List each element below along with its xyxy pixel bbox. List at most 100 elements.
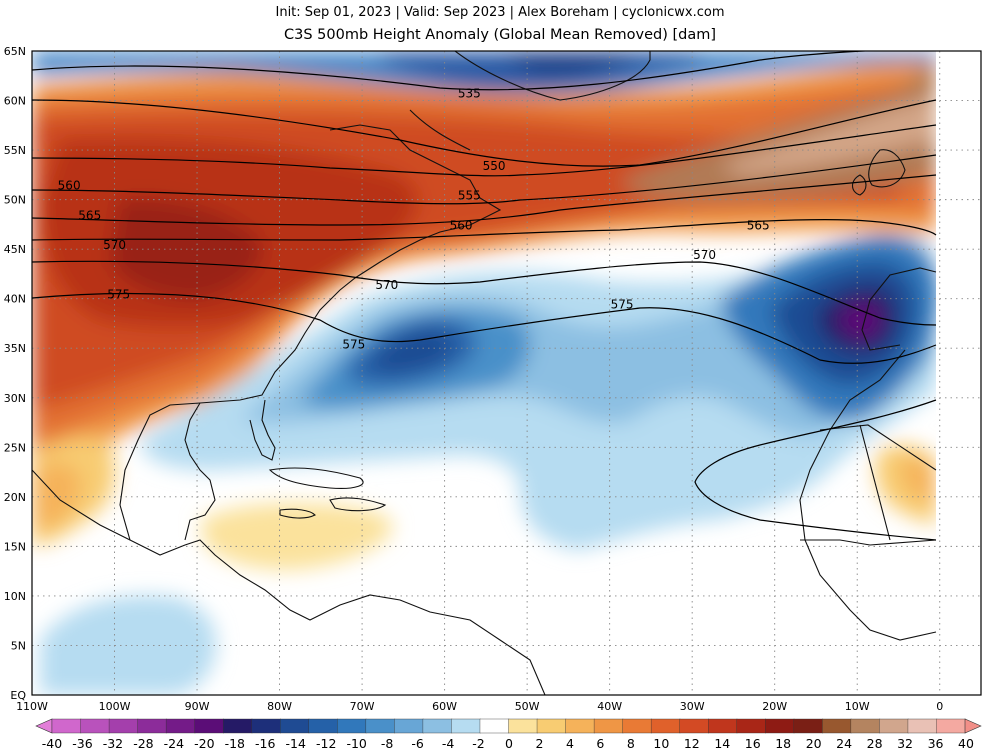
colorbar-arrow-high	[964, 718, 982, 734]
colorbar-swatch	[765, 718, 795, 734]
longitude-label: 50W	[515, 700, 540, 713]
colorbar-label: 6	[596, 736, 604, 751]
latitude-label: 20N	[4, 491, 26, 504]
colorbar-label: -2	[472, 736, 484, 751]
latitude-label: 55N	[4, 144, 26, 157]
colorbar: -40 -36 -32 -28 -24 -20 -18 -16 -14 -12 -10 -8 -6 -4-…	[35, 718, 982, 751]
contour-label: 575	[107, 288, 130, 302]
colorbar-swatch	[51, 718, 82, 734]
colorbar-swatch	[251, 718, 281, 734]
colorbar-swatch	[708, 718, 738, 734]
latitude-label: 30N	[4, 392, 26, 405]
colorbar-label: -18	[225, 736, 245, 751]
contour-label: 570	[693, 248, 716, 262]
colorbar-label: -4	[442, 736, 455, 751]
latitude-label: 50N	[4, 194, 26, 207]
colorbar-swatch	[593, 718, 624, 734]
colorbar-swatch	[165, 718, 196, 734]
latitude-label: EQ	[10, 689, 26, 702]
contour-label: 565	[78, 208, 101, 222]
colorbar-label: 2	[535, 736, 543, 751]
chart-title-line-1: Init: Sep 01, 2023 | Valid: Sep 2023 | A…	[275, 5, 725, 20]
colorbar-label: 12	[684, 736, 700, 751]
colorbar-swatch	[936, 718, 966, 734]
colorbar-arrow-low	[35, 718, 53, 734]
latitude-labels: 65N 60N 55N 50N 45N 40N 35N 30N 25N 20N 15N 10N 5N EQ	[4, 45, 27, 702]
colorbar-swatch	[736, 718, 766, 734]
colorbar-swatch	[422, 718, 453, 734]
colorbar-label: 4	[566, 736, 574, 751]
colorbar-swatch	[194, 718, 224, 734]
height-contours	[32, 51, 937, 541]
colorbar-label: 16	[745, 736, 761, 751]
colorbar-swatch	[650, 718, 681, 734]
colorbar-label: 14	[714, 736, 730, 751]
colorbar-swatch	[850, 718, 881, 734]
colorbar-swatch	[222, 718, 253, 734]
colorbar-label: 24	[836, 736, 852, 751]
colorbar-swatch	[365, 718, 396, 734]
map-frame	[31, 50, 982, 696]
latitude-label: 25N	[4, 441, 26, 454]
colorbar-swatch	[308, 718, 339, 734]
longitude-labels: 110W 100W 90W 80W 70W 60W 50W 40W 30W 20W 10W 0	[16, 700, 943, 713]
colorbar-label: 10	[653, 736, 669, 751]
colorbar-label: 0	[505, 736, 513, 751]
latitude-label: 65N	[4, 45, 26, 58]
colorbar-label: -28	[133, 736, 153, 751]
contour-label: 550	[483, 159, 506, 173]
colorbar-swatch	[907, 718, 938, 734]
coastlines	[32, 51, 937, 695]
longitude-label: 80W	[267, 700, 292, 713]
contour-labels: 535 550 555 560 560 565 565 570 570 570 575 575 575	[58, 87, 770, 352]
colorbar-swatch	[793, 718, 824, 734]
colorbar-label: -12	[316, 736, 336, 751]
colorbar-label: -8	[381, 736, 394, 751]
latitude-label: 15N	[4, 540, 26, 553]
contour-label: 570	[103, 238, 126, 252]
colorbar-label: -40	[42, 736, 62, 751]
colorbar-label: -16	[255, 736, 275, 751]
longitude-label: 40W	[597, 700, 622, 713]
latitude-label: 40N	[4, 293, 26, 306]
colorbar-swatch	[137, 718, 167, 734]
colorbar-swatch	[394, 718, 424, 734]
colorbar-swatch	[479, 718, 510, 734]
colorbar-label: -32	[103, 736, 123, 751]
longitude-label: 20W	[762, 700, 787, 713]
longitude-label: 30W	[680, 700, 705, 713]
colorbar-swatch	[879, 718, 909, 734]
longitude-label: 10W	[845, 700, 870, 713]
contour-label: 570	[375, 278, 398, 292]
colorbar-swatch	[337, 718, 367, 734]
latitude-label: 10N	[4, 590, 26, 603]
contour-label: 565	[747, 218, 770, 232]
contour-label: 535	[458, 87, 481, 101]
colorbar-swatch	[679, 718, 709, 734]
colorbar-label: -36	[72, 736, 92, 751]
colorbar-label: 28	[867, 736, 883, 751]
latitude-label: 45N	[4, 243, 26, 256]
colorbar-swatch	[536, 718, 567, 734]
latitude-label: 60N	[4, 95, 26, 108]
colorbar-label: 18	[775, 736, 791, 751]
latitude-label: 5N	[11, 639, 26, 652]
anomaly-field	[32, 51, 981, 695]
contour-label: 575	[611, 298, 634, 312]
colorbar-label: -14	[286, 736, 306, 751]
colorbar-label: 40	[958, 736, 974, 751]
colorbar-swatch	[80, 718, 110, 734]
colorbar-swatch	[451, 718, 481, 734]
longitude-label: 110W	[16, 700, 48, 713]
colorbar-label: -20	[194, 736, 214, 751]
longitude-label: 100W	[99, 700, 131, 713]
colorbar-swatch	[108, 718, 139, 734]
colorbar-label: 8	[627, 736, 635, 751]
colorbar-label: 36	[928, 736, 944, 751]
colorbar-swatch	[822, 718, 852, 734]
colorbar-label: 20	[806, 736, 822, 751]
latitude-label: 35N	[4, 342, 26, 355]
colorbar-label: -10	[346, 736, 366, 751]
longitude-label: 60W	[432, 700, 457, 713]
